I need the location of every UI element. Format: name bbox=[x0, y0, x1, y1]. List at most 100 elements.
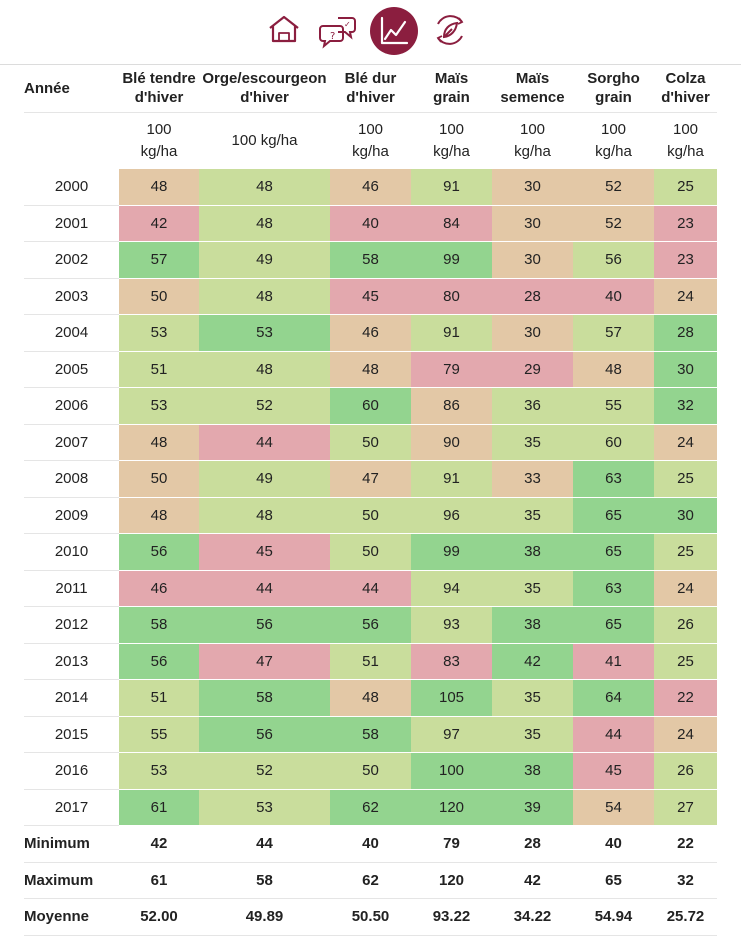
yield-cell: 84 bbox=[411, 205, 492, 242]
yield-cell: 24 bbox=[654, 716, 717, 753]
yield-cell: 52 bbox=[573, 205, 654, 242]
crop-column-header: Blé dur d'hiver bbox=[330, 64, 411, 113]
yield-cell: 50 bbox=[119, 278, 199, 315]
yield-cell: 50 bbox=[330, 752, 411, 790]
year-cell: 2008 bbox=[24, 460, 119, 498]
yield-cell: 64 bbox=[573, 679, 654, 717]
crop-column-header: Sorgho grain bbox=[573, 64, 654, 113]
yield-cell: 23 bbox=[654, 205, 717, 242]
summary-value: 28 bbox=[492, 825, 573, 863]
yield-cell: 33 bbox=[492, 460, 573, 498]
year-cell: 2012 bbox=[24, 606, 119, 644]
year-cell: 2000 bbox=[24, 169, 119, 206]
help-chat-icon[interactable]: ? ✓ bbox=[316, 8, 360, 52]
year-cell: 2005 bbox=[24, 351, 119, 388]
table-row: 2000 48 48 46 91 30 52 25 bbox=[24, 169, 717, 206]
chart-icon[interactable] bbox=[370, 7, 418, 55]
summary-rows: Minimum 42 44 40 79 28 40 22 Maximum 61 58 62 120 42 6… bbox=[24, 825, 717, 936]
yield-cell: 49 bbox=[199, 241, 330, 279]
table-row: 2006 53 52 60 86 36 55 32 bbox=[24, 387, 717, 425]
yield-cell: 32 bbox=[654, 387, 717, 425]
yield-cell: 35 bbox=[492, 679, 573, 717]
yield-cell: 65 bbox=[573, 606, 654, 644]
yield-cell: 25 bbox=[654, 533, 717, 571]
table-row: 2014 51 58 48 105 35 64 22 bbox=[24, 679, 717, 717]
summary-value: 58 bbox=[199, 862, 330, 899]
yield-cell: 48 bbox=[573, 351, 654, 388]
yield-cell: 53 bbox=[199, 789, 330, 826]
yield-cell: 56 bbox=[199, 606, 330, 644]
yield-cell: 40 bbox=[573, 278, 654, 315]
yield-cell: 29 bbox=[492, 351, 573, 388]
yield-cell: 45 bbox=[573, 752, 654, 790]
table-row: 2017 61 53 62 120 39 54 27 bbox=[24, 789, 717, 826]
summary-value: 120 bbox=[411, 862, 492, 899]
table-row: 2013 56 47 51 83 42 41 25 bbox=[24, 643, 717, 680]
crop-cycle-icon[interactable] bbox=[428, 8, 472, 52]
svg-text:?: ? bbox=[330, 31, 335, 42]
yield-cell: 48 bbox=[330, 351, 411, 388]
yield-cell: 23 bbox=[654, 241, 717, 279]
yield-cell: 56 bbox=[119, 643, 199, 680]
yield-cell: 44 bbox=[199, 570, 330, 607]
table-row: 2007 48 44 50 90 35 60 24 bbox=[24, 424, 717, 461]
yield-cell: 35 bbox=[492, 424, 573, 461]
yield-cell: 38 bbox=[492, 606, 573, 644]
yield-cell: 27 bbox=[654, 789, 717, 826]
summary-row: Moyenne 52.00 49.89 50.50 93.22 34.22 54.94 25.… bbox=[24, 898, 717, 936]
yield-cell: 100 bbox=[411, 752, 492, 790]
year-column-header: Année bbox=[24, 64, 119, 113]
summary-value: 52.00 bbox=[119, 898, 199, 936]
table-row: 2005 51 48 48 79 29 48 30 bbox=[24, 351, 717, 388]
summary-value: 25.72 bbox=[654, 898, 717, 936]
yield-cell: 50 bbox=[330, 533, 411, 571]
units-row-group: 100 kg/ha 100 kg/ha 100 kg/ha 100 kg/ha 100… bbox=[24, 113, 717, 170]
summary-value: 62 bbox=[330, 862, 411, 899]
yield-cell: 56 bbox=[199, 716, 330, 753]
yield-cell: 26 bbox=[654, 606, 717, 644]
yield-cell: 53 bbox=[199, 314, 330, 352]
yield-cell: 44 bbox=[330, 570, 411, 607]
yield-cell: 61 bbox=[119, 789, 199, 826]
crop-column-header: Colza d'hiver bbox=[654, 64, 717, 113]
yield-cell: 28 bbox=[654, 314, 717, 352]
yield-cell: 30 bbox=[492, 169, 573, 206]
yield-cell: 28 bbox=[492, 278, 573, 315]
yield-cell: 30 bbox=[492, 241, 573, 279]
yield-cell: 56 bbox=[573, 241, 654, 279]
home-icon[interactable] bbox=[262, 8, 306, 52]
table-row: 2003 50 48 45 80 28 40 24 bbox=[24, 278, 717, 315]
yield-cell: 48 bbox=[199, 169, 330, 206]
yield-cell: 36 bbox=[492, 387, 573, 425]
yield-cell: 52 bbox=[199, 752, 330, 790]
summary-row: Minimum 42 44 40 79 28 40 22 bbox=[24, 825, 717, 863]
yield-cell: 58 bbox=[199, 679, 330, 717]
yield-cell: 58 bbox=[119, 606, 199, 644]
table-row: 2016 53 52 50 100 38 45 26 bbox=[24, 752, 717, 790]
yield-cell: 48 bbox=[199, 497, 330, 534]
yield-cell: 30 bbox=[654, 351, 717, 388]
yield-cell: 42 bbox=[492, 643, 573, 680]
yield-cell: 47 bbox=[199, 643, 330, 680]
yield-cell: 91 bbox=[411, 169, 492, 206]
year-cell: 2014 bbox=[24, 679, 119, 717]
yield-cell: 48 bbox=[119, 169, 199, 206]
yield-cell: 96 bbox=[411, 497, 492, 534]
summary-value: 49.89 bbox=[199, 898, 330, 936]
yield-cell: 90 bbox=[411, 424, 492, 461]
data-rows: 2000 48 48 46 91 30 52 25 2001 42 48 40 84 30 52 23 2002… bbox=[24, 169, 717, 826]
yield-cell: 48 bbox=[119, 424, 199, 461]
yield-cell: 24 bbox=[654, 424, 717, 461]
table-row: 2015 55 56 58 97 35 44 24 bbox=[24, 716, 717, 753]
crop-column-header: Orge/escourgeon d'hiver bbox=[199, 64, 330, 113]
yield-cell: 49 bbox=[199, 460, 330, 498]
summary-row: Maximum 61 58 62 120 42 65 32 bbox=[24, 862, 717, 899]
table-row: 2011 46 44 44 94 35 63 24 bbox=[24, 570, 717, 607]
year-cell: 2011 bbox=[24, 570, 119, 607]
yield-cell: 46 bbox=[330, 169, 411, 206]
yield-cell: 22 bbox=[654, 679, 717, 717]
summary-value: 61 bbox=[119, 862, 199, 899]
table-row: 2009 48 48 50 96 35 65 30 bbox=[24, 497, 717, 534]
year-cell: 2006 bbox=[24, 387, 119, 425]
yield-cell: 56 bbox=[330, 606, 411, 644]
